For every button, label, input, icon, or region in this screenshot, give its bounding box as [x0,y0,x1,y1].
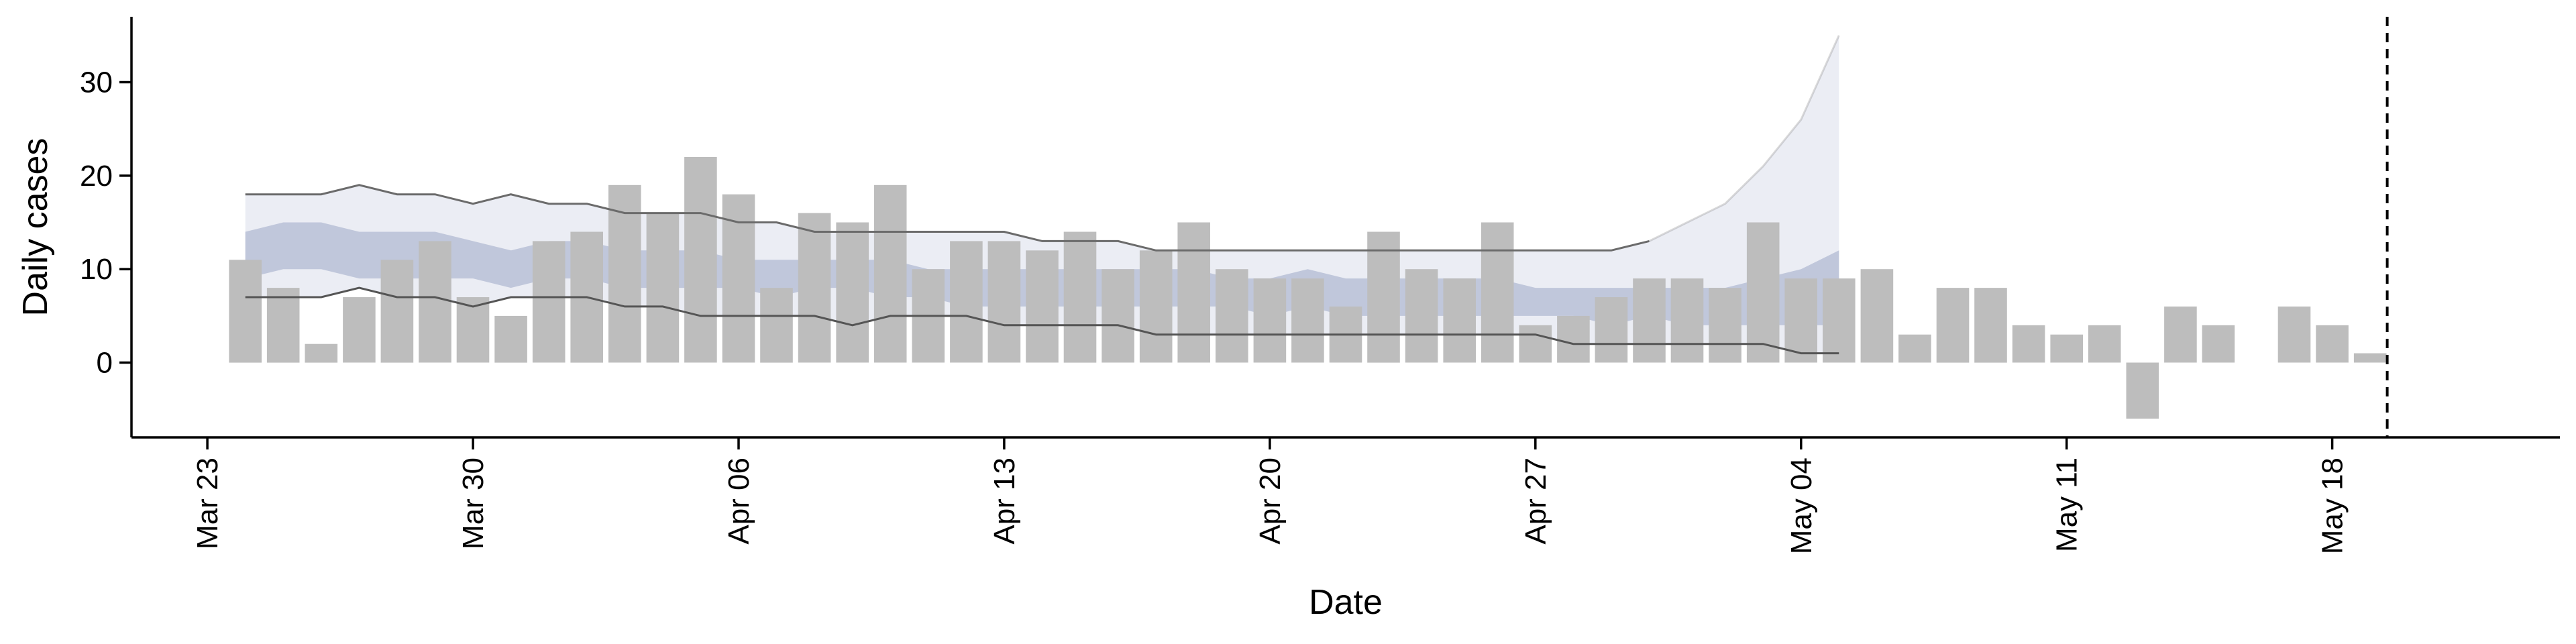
bar-2020-04-03 [608,184,641,363]
bars-layer [229,157,2387,419]
lower-bound-line [245,286,1839,355]
bar-2020-04-07 [760,288,793,363]
x-tick-label-2020-04-13: Apr 13 [988,458,1021,545]
bar-2020-04-08 [798,213,831,363]
x-tick-label-2020-05-18: May 18 [2316,458,2349,554]
x-tick-label-2020-04-27: Apr 27 [1519,458,1552,545]
y-tick-label-20: 20 [80,160,113,193]
bar-2020-04-25 [1443,278,1476,363]
x-tick-label-2020-05-04: May 04 [1785,458,1818,554]
upper-bound-line [245,184,1650,252]
bar-2020-05-11 [2050,334,2083,363]
x-tick-label-2020-03-30: Mar 30 [457,458,490,549]
bar-2020-05-14 [2164,306,2197,363]
bar-2020-05-19 [2353,353,2387,363]
bar-2020-05-02 [1709,288,1741,363]
bar-2020-05-03 [1746,222,1780,363]
bar-2020-03-31 [494,315,527,363]
bar-2020-04-12 [950,241,983,363]
bar-2020-04-10 [873,184,907,363]
bar-2020-03-25 [266,288,300,363]
x-tick-label-2020-03-23: Mar 23 [191,458,224,549]
bar-2020-05-07 [1898,334,1931,363]
bar-2020-04-16 [1102,269,1134,363]
bar-2020-05-10 [2012,325,2045,363]
bar-2020-04-14 [1026,250,1059,363]
bar-2020-04-30 [1633,278,1666,363]
x-tick-label-2020-04-06: Apr 06 [722,458,755,545]
bar-2020-04-01 [532,241,566,363]
x-ticks-layer: Mar 23 Mar 30 Apr 06 Apr 13 Apr 20 Apr 27 May … [191,437,2349,554]
bar-2020-03-28 [380,260,414,363]
bar-2020-05-17 [2277,306,2311,363]
bar-2020-05-13 [2126,362,2159,419]
bar-2020-04-04 [646,213,680,363]
bar-2020-04-05 [684,157,717,363]
bar-2020-03-24 [229,260,262,363]
band-lines-layer [245,35,1840,355]
bar-2020-05-04 [1784,278,1817,363]
bar-2020-04-20 [1253,278,1287,363]
bar-2020-05-09 [1974,288,2007,363]
x-tick-label-2020-04-20: Apr 20 [1254,458,1287,545]
bar-2020-04-29 [1595,297,1628,363]
bar-2020-04-15 [1063,231,1097,363]
bar-2020-04-28 [1557,315,1590,363]
bar-2020-03-27 [343,297,376,363]
bar-2020-05-12 [2088,325,2121,363]
bar-2020-04-23 [1367,231,1400,363]
y-tick-label-10: 10 [80,253,113,286]
bar-2020-05-01 [1670,278,1704,363]
bar-2020-04-26 [1481,222,1514,363]
bar-2020-05-05 [1823,278,1856,363]
bar-2020-04-18 [1177,222,1210,363]
bar-2020-03-29 [419,241,451,363]
y-ticks-layer: 0 10 20 30 [80,66,131,380]
bar-2020-05-18 [2316,325,2349,363]
bar-2020-04-13 [987,241,1021,363]
y-axis-label: Daily cases [16,138,55,317]
x-tick-label-2020-05-11: May 11 [2051,458,2084,552]
bar-2020-04-24 [1405,269,1438,363]
bar-2020-04-21 [1291,278,1324,363]
bar-2020-04-27 [1519,325,1552,363]
bar-2020-04-19 [1216,269,1248,363]
bar-2020-03-26 [305,343,338,363]
bar-2020-04-09 [836,222,869,363]
axes-layer [130,17,2560,439]
y-tick-label-30: 30 [80,66,113,99]
y-tick-label-0: 0 [97,347,113,380]
bar-2020-03-30 [456,297,490,363]
bar-2020-04-17 [1139,250,1173,363]
upper-bound-line-tail [1648,35,1840,242]
bar-2020-05-06 [1860,269,1894,363]
x-axis-label: Date [1309,583,1383,622]
bar-2020-05-08 [1936,288,1970,363]
bar-2020-05-15 [2202,325,2235,363]
